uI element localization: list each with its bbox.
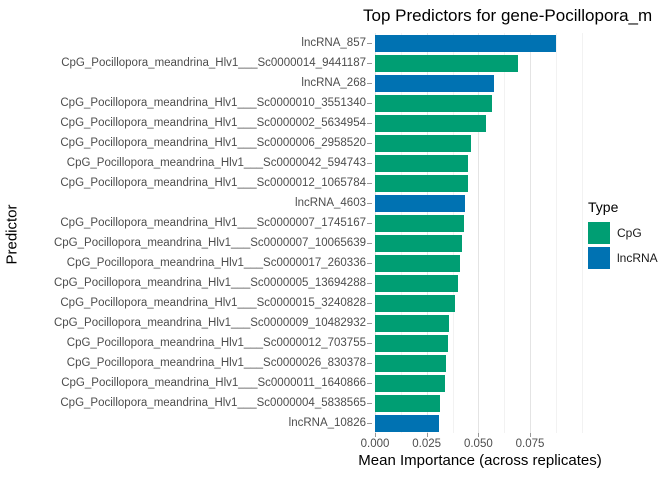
- x-axis-tick: [530, 433, 532, 437]
- y-axis-tick: [367, 103, 372, 104]
- legend-title: Type: [588, 199, 619, 215]
- bar-CpG_Pocillopora_meandrina_Hlv1___Sc0000004_5838565: [375, 394, 440, 412]
- bar-CpG_Pocillopora_meandrina_Hlv1___Sc0000007_1745167: [375, 214, 465, 232]
- y-axis-tick: [367, 63, 372, 64]
- y-axis-label: CpG_Pocillopora_meandrina_Hlv1___Sc00000…: [66, 256, 366, 269]
- gridline-major: [530, 33, 532, 433]
- y-axis-tick: [367, 383, 372, 384]
- legend: Type CpG lncRNA: [588, 199, 658, 272]
- bar-lncRNA_10826: [375, 414, 440, 432]
- x-axis-title: Mean Importance (across replicates): [358, 452, 602, 469]
- gridline-major: [426, 33, 428, 433]
- x-axis-tick-label: 0.050: [463, 438, 493, 450]
- x-axis-tick-label: 0.000: [360, 438, 390, 450]
- bar-CpG_Pocillopora_meandrina_Hlv1___Sc0000012_703755: [375, 334, 448, 352]
- x-axis-tick-label: 0.025: [412, 438, 442, 450]
- y-axis-label: CpG_Pocillopora_meandrina_Hlv1___Sc00000…: [66, 336, 366, 349]
- x-axis-tick: [375, 433, 376, 437]
- bar-CpG_Pocillopora_meandrina_Hlv1___Sc0000010_3551340: [375, 94, 492, 112]
- chart-title: Top Predictors for gene-Pocillopora_m: [363, 6, 653, 25]
- bar-CpG_Pocillopora_meandrina_Hlv1___Sc0000042_594743: [375, 154, 469, 172]
- y-axis-tick: [367, 363, 372, 364]
- legend-swatch-lncrna: [588, 247, 610, 269]
- y-axis-tick: [367, 43, 372, 44]
- y-axis-tick: [367, 203, 372, 204]
- y-axis-tick: [367, 183, 372, 184]
- y-axis-tick: [367, 283, 372, 284]
- legend-label: lncRNA: [617, 251, 658, 265]
- x-axis-tick-label: 0.075: [515, 438, 545, 450]
- y-axis-label: CpG_Pocillopora_meandrina_Hlv1___Sc00000…: [60, 216, 366, 229]
- x-axis-tick: [426, 433, 428, 437]
- legend-label: CpG: [617, 226, 642, 240]
- bar-CpG_Pocillopora_meandrina_Hlv1___Sc0000014_9441187: [375, 54, 519, 72]
- bar-CpG_Pocillopora_meandrina_Hlv1___Sc0000017_260336: [375, 254, 460, 272]
- y-axis-label: CpG_Pocillopora_meandrina_Hlv1___Sc00000…: [60, 136, 366, 149]
- y-axis-label: CpG_Pocillopora_meandrina_Hlv1___Sc00000…: [53, 276, 366, 289]
- y-axis-tick: [367, 423, 372, 424]
- bar-CpG_Pocillopora_meandrina_Hlv1___Sc0000011_1640866: [375, 374, 445, 392]
- plot-panel: [375, 33, 584, 433]
- bar-CpG_Pocillopora_meandrina_Hlv1___Sc0000002_5634954: [375, 114, 486, 132]
- bar-CpG_Pocillopora_meandrina_Hlv1___Sc0000007_10065639: [375, 234, 463, 252]
- y-axis-tick: [367, 123, 372, 124]
- y-axis-tick: [367, 403, 372, 404]
- y-axis-label: CpG_Pocillopora_meandrina_Hlv1___Sc00000…: [60, 296, 366, 309]
- y-axis-label: CpG_Pocillopora_meandrina_Hlv1___Sc00000…: [60, 96, 366, 109]
- y-axis-label: lncRNA_268: [301, 76, 366, 89]
- y-axis-label: CpG_Pocillopora_meandrina_Hlv1___Sc00000…: [66, 356, 366, 369]
- y-axis-label: lncRNA_10826: [288, 416, 366, 429]
- legend-item-lncRNA: lncRNA: [588, 247, 658, 269]
- y-axis-label: lncRNA_857: [301, 36, 366, 49]
- y-axis-label: CpG_Pocillopora_meandrina_Hlv1___Sc00000…: [60, 116, 366, 129]
- bar-CpG_Pocillopora_meandrina_Hlv1___Sc0000015_3240828: [375, 294, 456, 312]
- bar-lncRNA_4603: [375, 194, 465, 212]
- y-axis-label: CpG_Pocillopora_meandrina_Hlv1___Sc00000…: [53, 236, 366, 249]
- y-axis-tick: [367, 243, 372, 244]
- bar-lncRNA_857: [375, 34, 556, 52]
- y-axis-tick: [367, 223, 372, 224]
- x-axis-tick: [478, 433, 480, 437]
- y-axis-label: CpG_Pocillopora_meandrina_Hlv1___Sc00000…: [60, 176, 366, 189]
- bar-CpG_Pocillopora_meandrina_Hlv1___Sc0000006_2958520: [375, 134, 471, 152]
- bar-CpG_Pocillopora_meandrina_Hlv1___Sc0000005_13694288: [375, 274, 458, 292]
- y-axis-tick: [367, 303, 372, 304]
- gridline-minor: [400, 33, 402, 433]
- gridline-minor: [555, 33, 557, 433]
- y-axis-tick: [367, 323, 372, 324]
- gridline-minor: [504, 33, 506, 433]
- gridline-major: [478, 33, 480, 433]
- gridline-major: [375, 33, 376, 433]
- y-axis-label: CpG_Pocillopora_meandrina_Hlv1___Sc00000…: [53, 316, 366, 329]
- legend-swatch-cpg: [588, 222, 610, 244]
- y-axis-tick: [367, 143, 372, 144]
- bar-CpG_Pocillopora_meandrina_Hlv1___Sc0000026_830378: [375, 354, 446, 372]
- bar-CpG_Pocillopora_meandrina_Hlv1___Sc0000009_10482932: [375, 314, 449, 332]
- bar-CpG_Pocillopora_meandrina_Hlv1___Sc0000012_1065784: [375, 174, 468, 192]
- y-axis-label: lncRNA_4603: [295, 196, 366, 209]
- gridline-minor: [581, 33, 583, 433]
- y-axis-label: CpG_Pocillopora_meandrina_Hlv1___Sc00000…: [61, 56, 366, 69]
- y-axis-tick: [367, 343, 372, 344]
- bar-lncRNA_268: [375, 74, 494, 92]
- legend-items: CpG lncRNA: [588, 222, 658, 269]
- legend-item-CpG: CpG: [588, 222, 658, 244]
- gridline-minor: [452, 33, 454, 433]
- y-axis-label: CpG_Pocillopora_meandrina_Hlv1___Sc00000…: [61, 376, 366, 389]
- y-axis-label: CpG_Pocillopora_meandrina_Hlv1___Sc00000…: [60, 396, 366, 409]
- y-axis-tick: [367, 83, 372, 84]
- y-axis-label: CpG_Pocillopora_meandrina_Hlv1___Sc00000…: [66, 156, 366, 169]
- y-axis-tick: [367, 163, 372, 164]
- y-axis-tick: [367, 263, 372, 264]
